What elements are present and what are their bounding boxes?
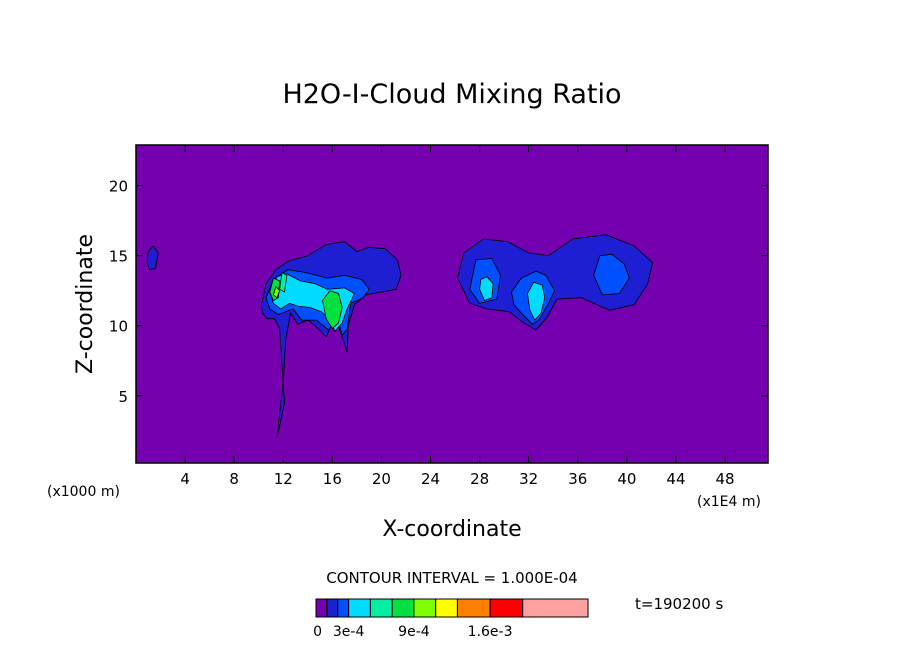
x-tick-label: 24 xyxy=(421,470,440,488)
x-unit-right: (x1E4 m) xyxy=(697,494,761,510)
y-tick-label: 10 xyxy=(109,318,128,336)
y-tick-label: 20 xyxy=(109,178,128,196)
contour-region-9 xyxy=(479,276,494,301)
x-unit-left: (x1000 m) xyxy=(47,484,120,500)
colorbar-swatch xyxy=(315,598,328,618)
x-tick-label: 8 xyxy=(229,470,239,488)
colorbar-swatch xyxy=(391,598,415,618)
colorbar-tick-label: 1.6e-3 xyxy=(468,624,513,640)
contour-fill-layer xyxy=(146,234,653,439)
x-tick-label: 12 xyxy=(274,470,293,488)
contour-region-13 xyxy=(272,286,281,299)
colorbar-swatch xyxy=(489,598,524,618)
x-tick-label: 44 xyxy=(666,470,685,488)
colorbar-swatch xyxy=(369,598,393,618)
x-tick-label: 32 xyxy=(519,470,538,488)
contour-region-14 xyxy=(279,272,288,293)
colorbar-tick-labels: 0 3e-4 9e-4 1.6e-3 xyxy=(313,624,512,640)
y-tick-label: 15 xyxy=(109,248,128,266)
colorbar-tick-label: 0 xyxy=(313,624,322,640)
time-label: t=190200 s xyxy=(635,595,723,613)
colorbar-tick-label: 9e-4 xyxy=(398,624,430,640)
colorbar-swatch xyxy=(348,598,371,618)
colorbar-swatch xyxy=(522,598,589,618)
x-tick-label: 36 xyxy=(568,470,587,488)
x-tick-label: 48 xyxy=(716,470,735,488)
contour-region-7 xyxy=(593,253,630,296)
x-axis-label: X-coordinate xyxy=(382,517,521,542)
chart-title: H2O-I-Cloud Mixing Ratio xyxy=(282,79,621,110)
colorbar-swatch xyxy=(413,598,437,618)
plot-frame xyxy=(135,144,769,464)
x-tick-label: 4 xyxy=(180,470,190,488)
colorbar-tick-label: 3e-4 xyxy=(333,624,365,640)
y-tick-label: 5 xyxy=(118,388,128,406)
x-tick-label: 20 xyxy=(372,470,391,488)
x-tick-label: 16 xyxy=(323,470,342,488)
contour-region-11 xyxy=(322,290,343,329)
colorbar-swatch xyxy=(326,598,339,618)
contour-region-10 xyxy=(527,281,546,321)
colorbar-swatch xyxy=(337,598,350,618)
y-axis-label: Z-coordinate xyxy=(73,234,98,374)
colorbar xyxy=(315,598,589,618)
contour-region-1 xyxy=(146,245,159,271)
contour-interval-label: CONTOUR INTERVAL = 1.000E-04 xyxy=(326,569,577,587)
colorbar-swatch xyxy=(435,598,458,618)
plot-background xyxy=(136,145,768,463)
x-tick-label: 28 xyxy=(470,470,489,488)
x-tick-label: 40 xyxy=(617,470,636,488)
colorbar-swatch xyxy=(456,598,491,618)
